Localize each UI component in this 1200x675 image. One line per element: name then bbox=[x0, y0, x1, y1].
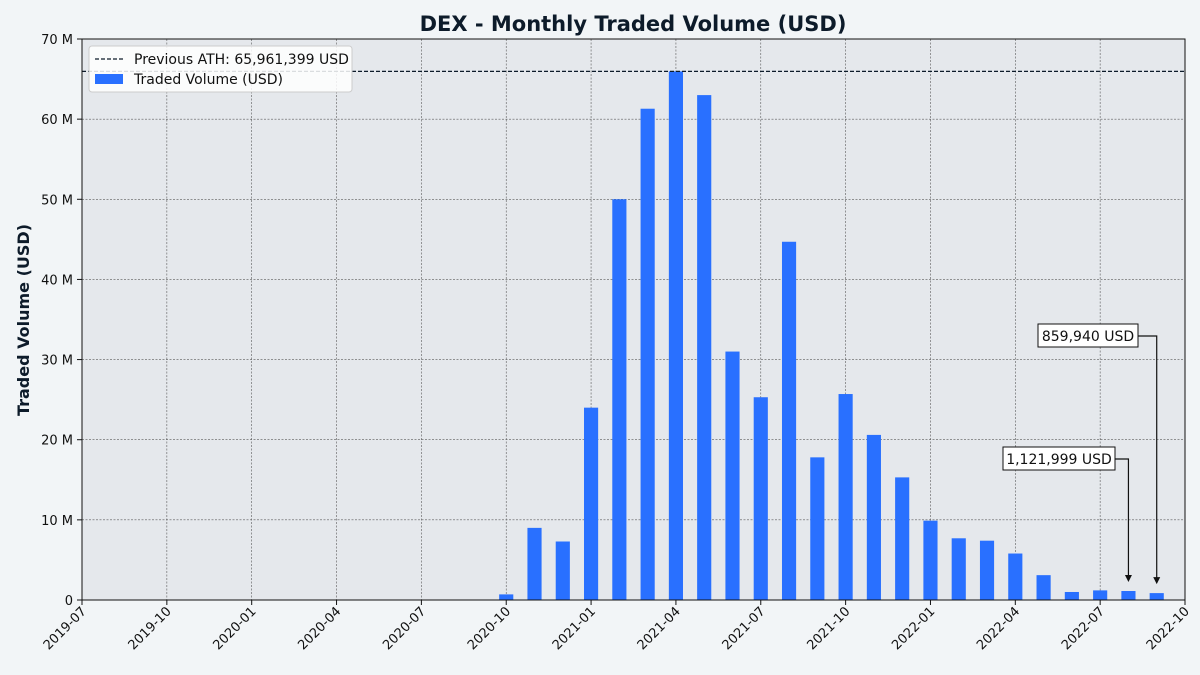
bar bbox=[1064, 591, 1079, 600]
bar bbox=[725, 351, 740, 600]
y-tick-label: 30 M bbox=[41, 354, 73, 369]
y-tick-label: 50 M bbox=[41, 193, 73, 208]
x-tick-label: 2021-07 bbox=[720, 604, 769, 653]
annotation-box bbox=[1002, 446, 1116, 471]
annotation-arrowhead bbox=[1153, 577, 1161, 585]
x-axis: 2019-07 2019-10 2020-01 2020-04 2020-07 2020-… bbox=[41, 600, 1193, 653]
bar bbox=[1036, 575, 1051, 600]
y-axis-label: Traded Volume (USD) bbox=[14, 224, 33, 416]
annotation-label: 1,121,999 USD bbox=[1006, 452, 1112, 468]
x-tick-label: 2021-01 bbox=[550, 604, 599, 653]
plot-frame bbox=[81, 38, 1186, 601]
annotation-label: 859,940 USD bbox=[1042, 329, 1134, 345]
legend-ath-label: Previous ATH: 65,961,399 USD bbox=[134, 52, 349, 68]
x-tick-label: 2021-04 bbox=[635, 604, 684, 653]
bar bbox=[1149, 593, 1164, 600]
bar bbox=[697, 95, 712, 600]
y-axis: 0 10 M 20 M 30 M 40 M 50 M 60 M 70 M bbox=[41, 33, 82, 609]
bar bbox=[753, 397, 768, 600]
bar bbox=[979, 540, 995, 600]
y-tick-label: 70 M bbox=[41, 33, 73, 48]
x-tick-label: 2022-07 bbox=[1059, 604, 1108, 653]
x-tick-label: 2019-10 bbox=[126, 604, 175, 653]
y-tick-label: 0 bbox=[65, 594, 73, 609]
bar bbox=[668, 71, 683, 600]
y-tick-label: 20 M bbox=[41, 434, 73, 449]
bar bbox=[895, 477, 910, 600]
bar bbox=[612, 199, 627, 601]
bar bbox=[923, 520, 938, 600]
x-tick-label: 2020-04 bbox=[295, 604, 344, 653]
bar bbox=[499, 594, 514, 600]
bar bbox=[584, 407, 599, 600]
bar bbox=[1008, 553, 1023, 600]
legend-series-label: Traded Volume (USD) bbox=[133, 72, 283, 88]
bar bbox=[951, 538, 966, 600]
bar bbox=[810, 457, 825, 600]
chart-title: DEX - Monthly Traded Volume (USD) bbox=[420, 12, 847, 36]
x-tick-label: 2022-04 bbox=[974, 604, 1023, 653]
bar bbox=[1093, 590, 1108, 600]
annotations: 1,121,999 USD 859,940 USD bbox=[1002, 323, 1161, 585]
annotation-arrow bbox=[1138, 335, 1158, 582]
x-tick-label: 2022-01 bbox=[889, 604, 938, 653]
bar bbox=[640, 108, 655, 600]
legend: Previous ATH: 65,961,399 USD Traded Volu… bbox=[88, 45, 353, 93]
bar bbox=[866, 434, 881, 600]
legend-box bbox=[88, 45, 353, 93]
bar bbox=[781, 241, 797, 601]
bar bbox=[527, 527, 542, 600]
bar bbox=[838, 394, 853, 600]
x-tick-label: 2020-07 bbox=[380, 604, 429, 653]
annotation-arrowhead bbox=[1124, 575, 1132, 583]
plot-area bbox=[82, 39, 1185, 600]
bar bbox=[1121, 591, 1136, 600]
legend-bar-swatch bbox=[95, 74, 123, 84]
y-tick-label: 60 M bbox=[41, 113, 73, 128]
bar bbox=[555, 541, 570, 600]
y-tick-label: 10 M bbox=[41, 514, 73, 529]
y-tick-label: 40 M bbox=[41, 273, 73, 288]
x-tick-label: 2019-07 bbox=[41, 604, 90, 653]
annotation-arrow bbox=[1115, 458, 1130, 580]
x-tick-label: 2020-10 bbox=[465, 604, 514, 653]
annotation-box bbox=[1037, 323, 1139, 348]
x-tick-label: 2020-01 bbox=[210, 604, 259, 653]
bars bbox=[499, 71, 1164, 601]
x-tick-label: 2021-10 bbox=[804, 604, 853, 653]
x-tick-label: 2022-10 bbox=[1144, 604, 1193, 653]
